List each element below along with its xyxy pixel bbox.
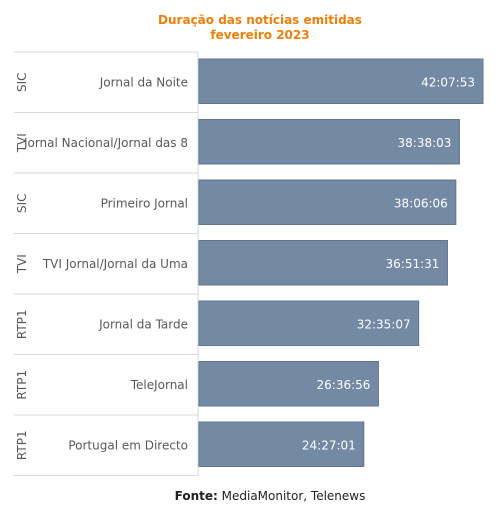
channel-label: SIC: [15, 72, 29, 92]
bar: [198, 361, 379, 407]
program-label: TeleJornal: [130, 378, 188, 392]
value-label: 26:36:56: [317, 378, 371, 392]
value-label: 42:07:53: [421, 75, 475, 89]
value-label: 38:38:03: [398, 136, 452, 150]
value-label: 24:27:01: [302, 438, 356, 452]
source-label: Fonte:: [174, 489, 218, 503]
channel-label: RTP1: [15, 370, 29, 400]
channel-label: TVI: [15, 254, 29, 274]
program-label: TVI Jornal/Jornal da Uma: [42, 257, 188, 271]
bar: [198, 240, 448, 286]
bar: [198, 179, 457, 225]
bar: [198, 119, 460, 165]
source-text: MediaMonitor, Telenews: [217, 489, 366, 503]
chart-title: Duração das notícias emitidas fevereiro …: [0, 13, 500, 43]
value-label: 36:51:31: [386, 257, 440, 271]
bar: [198, 58, 484, 104]
channel-label: SIC: [15, 193, 29, 213]
program-label: Jornal da Tarde: [98, 317, 188, 331]
bar: [198, 421, 365, 467]
chart-title-line-1: Duração das notícias emitidas: [158, 13, 362, 27]
program-label: Portugal em Directo: [68, 438, 188, 452]
program-label: Jornal da Noite: [99, 75, 188, 89]
channel-label: RTP1: [15, 309, 29, 339]
value-label: 32:35:07: [357, 317, 411, 331]
channel-label: RTP1: [15, 430, 29, 460]
bar: [198, 300, 420, 346]
source-note: Fonte: MediaMonitor, Telenews: [0, 489, 500, 503]
chart-title-line-2: fevereiro 2023: [210, 28, 310, 42]
channel-label: TVI: [15, 133, 29, 153]
program-label: Jornal Nacional/Jornal das 8: [23, 136, 188, 150]
value-label: 38:06:06: [394, 196, 448, 210]
program-label: Primeiro Jornal: [101, 196, 188, 210]
